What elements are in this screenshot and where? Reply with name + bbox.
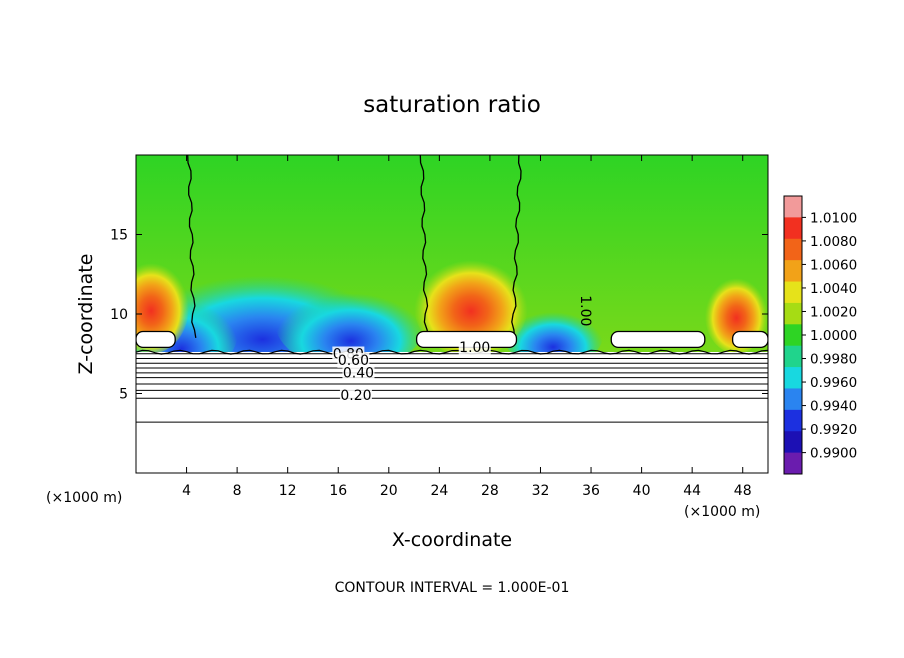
colorbar-swatch	[784, 260, 802, 283]
y-axis-ticks: 5 10 15	[110, 228, 768, 403]
colorbar-label: 1.0000	[810, 328, 857, 344]
colorbar-label: 1.0020	[810, 304, 857, 320]
x-tick-label: 44	[683, 483, 701, 499]
colorbar-label: 1.0080	[810, 234, 857, 250]
colorbar-swatch	[784, 302, 802, 325]
colorbar-label: 0.9960	[810, 375, 857, 391]
chart-title: saturation ratio	[363, 92, 541, 118]
x-tick-label: 12	[279, 483, 297, 499]
x-tick-label: 20	[380, 483, 398, 499]
colorbar-label: 0.9900	[810, 446, 857, 462]
x-axis-label: X-coordinate	[392, 529, 512, 551]
x-tick-label: 32	[532, 483, 550, 499]
colorbar-label: 0.9980	[810, 352, 857, 368]
colorbar-swatch	[784, 345, 802, 368]
contour-label: 0.20	[340, 388, 371, 404]
x-tick-label: 28	[481, 483, 499, 499]
contour-label: 1.00	[459, 340, 490, 356]
contour-label-bg	[337, 352, 370, 368]
contour-line	[419, 155, 430, 339]
cloud-outlines	[136, 330, 768, 349]
y-tick-label: 10	[110, 307, 128, 323]
contour-label-bg	[339, 387, 372, 403]
x-tick-label: 48	[734, 483, 752, 499]
colorbar-swatch	[784, 217, 802, 240]
contour-label-bg	[458, 340, 491, 356]
x-unit-right: (×1000 m)	[684, 504, 760, 520]
contour-line	[187, 155, 197, 339]
y-tick-label: 5	[119, 387, 128, 403]
dry-layer	[136, 352, 768, 473]
colorbar-swatch	[784, 431, 802, 454]
x-axis-ticks: 4 8 12 16 20 24 28 32 36 40 44 48	[182, 155, 752, 499]
field-blob	[136, 258, 190, 354]
cloud-outline	[731, 330, 768, 349]
contour-label: 1.00	[577, 295, 593, 326]
x-tick-label: 8	[233, 483, 242, 499]
x-tick-label: 4	[182, 483, 191, 499]
cloud-outline	[610, 330, 706, 349]
plot-area	[136, 155, 768, 473]
colorbar-label: 0.9940	[810, 399, 857, 415]
x-unit-left: (×1000 m)	[46, 490, 122, 506]
contour-line	[511, 155, 522, 338]
colorbar-label: 1.0060	[810, 257, 857, 273]
contour-label: 0.60	[338, 353, 369, 369]
colorbar-swatch	[784, 196, 802, 218]
contour-labels: 1.001.000.800.600.400.20	[332, 295, 593, 404]
colorbar: 1.0100 1.0080 1.0060 1.0040 1.0020 1.0000 0.99…	[783, 195, 857, 475]
colorbar-swatch	[784, 409, 802, 432]
contour-lines	[136, 155, 768, 423]
colorbar-label: 1.0100	[810, 210, 857, 226]
colorbar-swatch	[784, 281, 802, 304]
colorbar-swatch	[784, 367, 802, 389]
x-tick-label: 40	[633, 483, 651, 499]
y-tick-label: 15	[110, 228, 128, 244]
y-axis-label: Z-coordinate	[75, 254, 97, 375]
contour-line	[136, 349, 768, 355]
colorbar-swatch	[784, 324, 802, 347]
contour-interval-note: CONTOUR INTERVAL = 1.000E-01	[335, 580, 570, 596]
field-blob	[275, 274, 427, 370]
x-tick-label: 36	[582, 483, 600, 499]
colorbar-swatch	[784, 238, 802, 261]
contour-label-bg	[342, 365, 375, 381]
x-tick-label: 16	[329, 483, 347, 499]
colorbar-swatch	[784, 388, 802, 411]
colorbar-label: 1.0040	[810, 281, 857, 297]
colorbar-label: 0.9920	[810, 422, 857, 438]
x-tick-label: 24	[430, 483, 448, 499]
cloud-outline	[136, 330, 176, 349]
colorbar-swatch	[784, 452, 802, 475]
contour-label: 0.40	[343, 366, 374, 382]
